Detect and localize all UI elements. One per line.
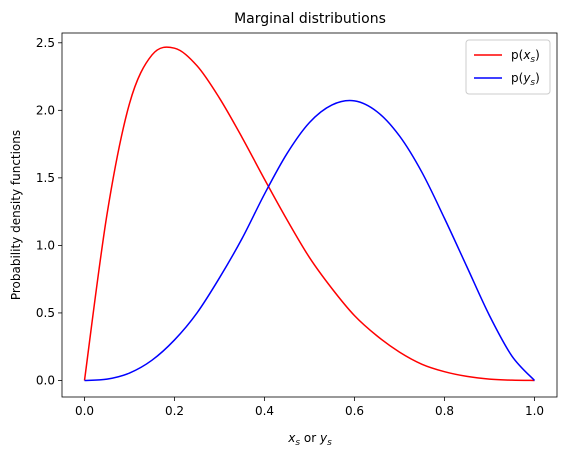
legend: p(xs) p(ys) <box>465 39 551 95</box>
x-tick-label: 0.4 <box>255 404 274 418</box>
y-tick-label: 1.0 <box>36 238 55 252</box>
y-axis-ticks: 0.0 0.5 1.0 1.5 2.0 2.5 <box>36 36 62 387</box>
y-tick-label: 0.0 <box>36 373 55 387</box>
plot-frame <box>61 32 558 398</box>
x-axis-label: xs or ys <box>287 431 332 448</box>
legend-label-series-1: p(ys) <box>511 71 540 88</box>
x-axis-ticks: 0.0 0.2 0.4 0.6 0.8 1.0 <box>75 397 544 418</box>
legend-label-series-0: p(xs) <box>511 48 540 65</box>
plot-area <box>61 32 558 398</box>
x-tick-label: 0.8 <box>435 404 454 418</box>
x-tick-label: 0.2 <box>165 404 184 418</box>
y-tick-label: 2.5 <box>36 36 55 50</box>
x-tick-label: 1.0 <box>525 404 544 418</box>
legend-box <box>465 39 551 95</box>
x-tick-label: 0.6 <box>345 404 364 418</box>
chart-title: Marginal distributions <box>234 11 386 27</box>
y-tick-label: 2.0 <box>36 103 55 117</box>
series-lines <box>83 46 536 382</box>
x-tick-label: 0.0 <box>75 404 94 418</box>
series-line-1 <box>84 99 536 382</box>
y-tick-label: 1.5 <box>36 171 55 185</box>
series-line-0 <box>83 46 535 382</box>
y-tick-label: 0.5 <box>36 306 55 320</box>
y-axis-label: Probability density functions <box>9 130 23 300</box>
